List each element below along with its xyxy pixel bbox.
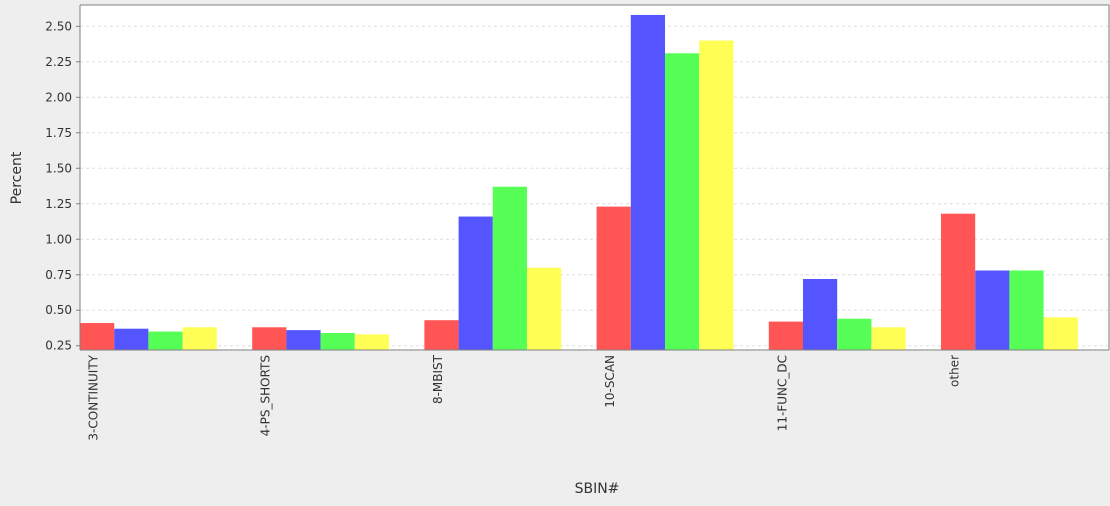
y-tick-label: 0.75	[45, 268, 72, 282]
bar	[80, 323, 115, 350]
x-axis-ticks: 3-CONTINUITY 4-PS_SHORTS 8-MBIST 10-SCAN 11-…	[87, 354, 962, 440]
bar	[630, 14, 665, 351]
y-tick-label: 2.25	[45, 55, 72, 69]
bar	[320, 332, 355, 350]
x-tick-label: 10-SCAN	[603, 355, 617, 408]
x-tick-label: 3-CONTINUITY	[87, 354, 101, 440]
y-tick-label: 1.50	[45, 161, 72, 175]
y-axis-label: Percent	[9, 151, 25, 204]
bar	[665, 53, 700, 350]
y-tick-label: 2.00	[45, 90, 72, 104]
bar	[252, 327, 287, 350]
bar	[354, 334, 389, 350]
x-tick-label: other	[948, 355, 962, 387]
bar	[803, 279, 838, 350]
bar	[768, 321, 803, 350]
plot-background	[80, 5, 1109, 350]
bar	[1043, 317, 1078, 350]
bar	[1009, 270, 1044, 350]
bar	[941, 213, 976, 350]
bar	[596, 206, 631, 350]
bar	[837, 318, 872, 350]
x-tick-label: 4-PS_SHORTS	[259, 355, 273, 436]
bar	[424, 320, 459, 350]
bar	[975, 270, 1010, 350]
y-axis-ticks: 0.25 0.50 0.75 1.00 1.25 1.50 1.75 2.00 2.25 2.50	[45, 19, 80, 353]
y-tick-label: 0.25	[45, 339, 72, 353]
y-tick-label: 1.75	[45, 126, 72, 140]
bar	[182, 327, 217, 350]
bar	[114, 328, 149, 350]
bar	[527, 267, 562, 350]
bars	[80, 14, 1078, 351]
bar	[699, 40, 734, 350]
bar	[286, 330, 321, 350]
y-tick-label: 1.25	[45, 197, 72, 211]
x-tick-label: 8-MBIST	[431, 354, 445, 404]
x-axis-label: SBIN#	[575, 481, 620, 497]
bar	[148, 331, 183, 350]
bar	[492, 186, 527, 350]
y-tick-label: 0.50	[45, 303, 72, 317]
y-tick-label: 1.00	[45, 232, 72, 246]
bar	[458, 216, 493, 350]
x-tick-label: 11-FUNC_DC	[775, 355, 789, 431]
y-tick-label: 2.50	[45, 19, 72, 33]
bar	[871, 327, 906, 350]
